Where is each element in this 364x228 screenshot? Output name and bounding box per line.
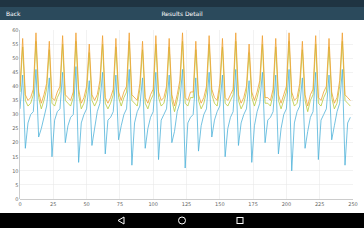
svg-text:15: 15	[12, 154, 18, 160]
svg-text:250: 250	[348, 201, 358, 207]
svg-text:0: 0	[15, 196, 18, 202]
svg-text:60: 60	[12, 27, 18, 33]
svg-text:40: 40	[12, 83, 18, 89]
svg-text:35: 35	[12, 97, 18, 103]
svg-text:200: 200	[282, 201, 292, 207]
svg-text:150: 150	[215, 201, 225, 207]
svg-text:175: 175	[248, 201, 258, 207]
svg-text:30: 30	[12, 111, 18, 117]
svg-text:50: 50	[12, 55, 18, 61]
svg-text:50: 50	[83, 201, 89, 207]
svg-text:75: 75	[117, 201, 123, 207]
svg-text:20: 20	[12, 139, 18, 145]
svg-text:10: 10	[12, 168, 18, 174]
svg-text:225: 225	[315, 201, 325, 207]
svg-text:25: 25	[12, 125, 18, 131]
svg-text:0: 0	[18, 201, 21, 207]
svg-text:25: 25	[50, 201, 56, 207]
svg-text:100: 100	[148, 201, 158, 207]
svg-text:55: 55	[12, 41, 18, 47]
svg-text:125: 125	[182, 201, 192, 207]
svg-text:45: 45	[12, 69, 18, 75]
html-text:Back: Back	[6, 10, 21, 17]
html-text:Results Detail: Results Detail	[161, 10, 203, 17]
svg-text:5: 5	[15, 182, 18, 188]
